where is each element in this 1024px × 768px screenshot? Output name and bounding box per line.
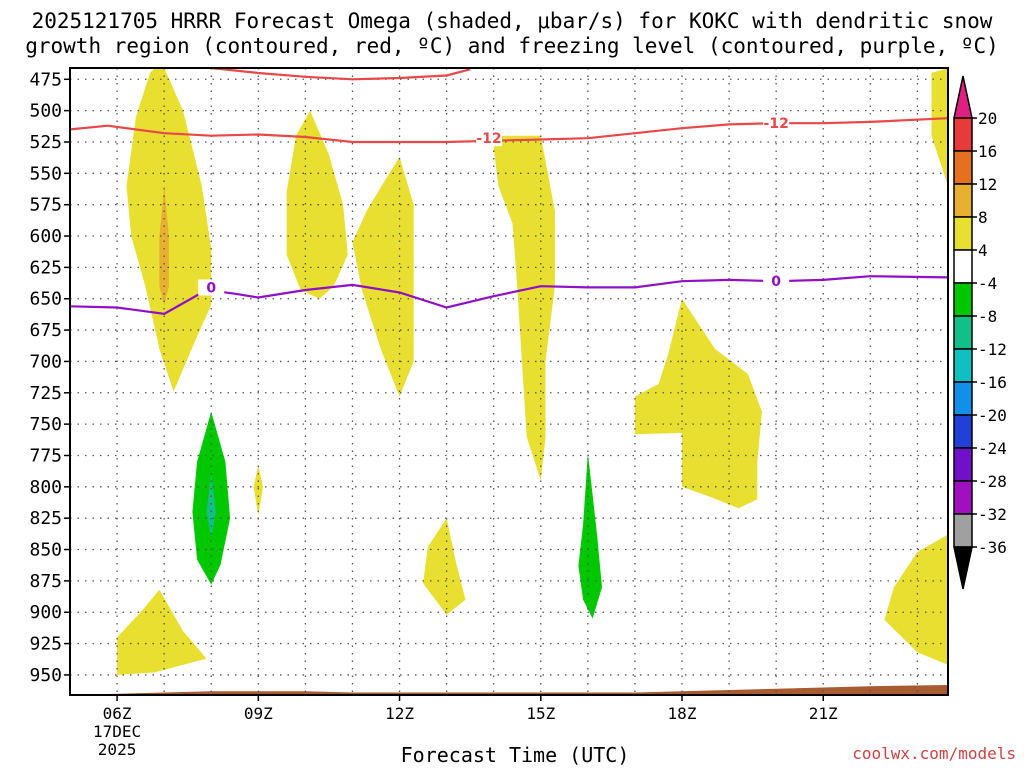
x-tick-label-2: 12Z <box>385 704 414 723</box>
contour-label-bg-2-1 <box>763 273 790 290</box>
colorbar-segment-4 <box>953 216 973 251</box>
colorbar-label-8: -16 <box>978 373 1007 392</box>
axes-layer: 475 500 525 550 575 600 625 650 675 700 725 750 775 8… <box>29 69 838 759</box>
contour-label-2-1: 0 <box>771 274 781 290</box>
omega-shade-region-6 <box>117 589 207 675</box>
y-tick-label-12: 775 <box>29 445 62 466</box>
colorbar-segment-11 <box>953 447 973 482</box>
colorbar-label-3: 8 <box>978 208 988 227</box>
omega-shade-region-1 <box>159 185 169 305</box>
chart-title-line-1: 2025121705 HRRR Forecast Omega (shaded, … <box>31 9 993 33</box>
omega-shade-region-0 <box>126 68 212 392</box>
y-tick-label-9: 700 <box>29 351 62 372</box>
colorbar: 20 16 12 8 4 -4 -8 -12 -16 -20 -24 -28 -32 -36 <box>953 75 1007 590</box>
colorbar-segment-6 <box>953 282 973 317</box>
colorbar-segment-8 <box>953 348 973 383</box>
x-tick-label-5: 21Z <box>809 704 838 723</box>
colorbar-label-10: -24 <box>978 439 1007 458</box>
colorbar-label-4: 4 <box>978 241 988 260</box>
contour-layer: -12 -12 0 0 <box>69 66 949 315</box>
omega-shade-region-5 <box>634 298 762 509</box>
terrain-layer <box>70 685 948 695</box>
chart-title-line-2: growth region (contoured, red, ºC) and f… <box>25 34 999 58</box>
omega-shade-region-10 <box>931 68 948 186</box>
omega-shade-region-7 <box>253 465 263 516</box>
x-tick-sublabel-0-0: 17DEC <box>93 722 141 741</box>
colorbar-arrow-bottom <box>953 546 973 590</box>
colorbar-segment-3 <box>953 183 973 218</box>
colorbar-arrow-top <box>953 75 973 119</box>
omega-shade-region-3 <box>352 157 414 397</box>
contour-label-bg-0-1 <box>763 115 790 132</box>
colorbar-label-7: -12 <box>978 340 1007 359</box>
colorbar-segment-13 <box>953 513 973 548</box>
y-tick-label-5: 600 <box>29 226 62 247</box>
colorbar-label-11: -28 <box>978 472 1007 491</box>
y-tick-label-13: 800 <box>29 477 62 498</box>
colorbar-segment-12 <box>953 480 973 515</box>
y-tick-label-2: 525 <box>29 132 62 153</box>
omega-shade-region-12 <box>206 474 216 537</box>
y-tick-label-6: 625 <box>29 257 62 278</box>
terrain-fill <box>70 685 948 695</box>
y-tick-label-15: 850 <box>29 540 62 561</box>
watermark: coolwx.com/models <box>852 744 1016 763</box>
colorbar-segment-9 <box>953 381 973 416</box>
y-tick-label-3: 550 <box>29 163 62 184</box>
contour-label-0-0: -12 <box>476 131 501 147</box>
y-tick-label-18: 925 <box>29 634 62 655</box>
x-tick-label-1: 09Z <box>244 704 273 723</box>
colorbar-label-6: -8 <box>978 307 997 326</box>
colorbar-segment-7 <box>953 315 973 350</box>
x-axis-label: Forecast Time (UTC) <box>400 743 630 767</box>
y-tick-label-17: 900 <box>29 602 62 623</box>
omega-shade-region-2 <box>286 110 348 299</box>
x-tick-sublabel-0-1: 2025 <box>98 740 137 759</box>
y-tick-label-8: 675 <box>29 320 62 341</box>
omega-shade-region-8 <box>423 518 466 615</box>
y-tick-label-10: 725 <box>29 383 62 404</box>
colorbar-label-9: -20 <box>978 406 1007 425</box>
x-tick-label-4: 18Z <box>668 704 697 723</box>
contour-line-1 <box>211 66 471 81</box>
colorbar-segment-5 <box>953 249 973 284</box>
y-tick-label-4: 575 <box>29 195 62 216</box>
colorbar-label-12: -32 <box>978 505 1007 524</box>
plot-frame <box>69 67 949 696</box>
omega-shade-region-13 <box>578 453 602 619</box>
y-tick-label-14: 825 <box>29 508 62 529</box>
y-tick-label-16: 875 <box>29 571 62 592</box>
contour-label-0-1: -12 <box>764 116 789 132</box>
omega-shade-region-9 <box>884 534 948 665</box>
contour-label-2-0: 0 <box>206 280 216 296</box>
colorbar-segment-1 <box>953 117 973 152</box>
colorbar-label-5: -4 <box>978 274 997 293</box>
x-tick-label-0: 06Z <box>103 704 132 723</box>
y-tick-label-11: 750 <box>29 414 62 435</box>
y-tick-label-7: 650 <box>29 289 62 310</box>
contour-label-bg-0-0 <box>475 130 502 147</box>
omega-shade-region-4 <box>493 135 555 481</box>
y-tick-label-0: 475 <box>29 69 62 90</box>
colorbar-segment-2 <box>953 150 973 185</box>
y-tick-label-1: 500 <box>29 101 62 122</box>
colorbar-label-1: 16 <box>978 142 997 161</box>
x-tick-label-3: 15Z <box>526 704 555 723</box>
colorbar-segment-10 <box>953 414 973 449</box>
colorbar-label-2: 12 <box>978 175 997 194</box>
contour-label-bg-2-0 <box>198 279 225 296</box>
y-tick-label-19: 950 <box>29 665 62 686</box>
colorbar-label-0: 20 <box>978 109 997 128</box>
colorbar-label-13: -36 <box>978 538 1007 557</box>
